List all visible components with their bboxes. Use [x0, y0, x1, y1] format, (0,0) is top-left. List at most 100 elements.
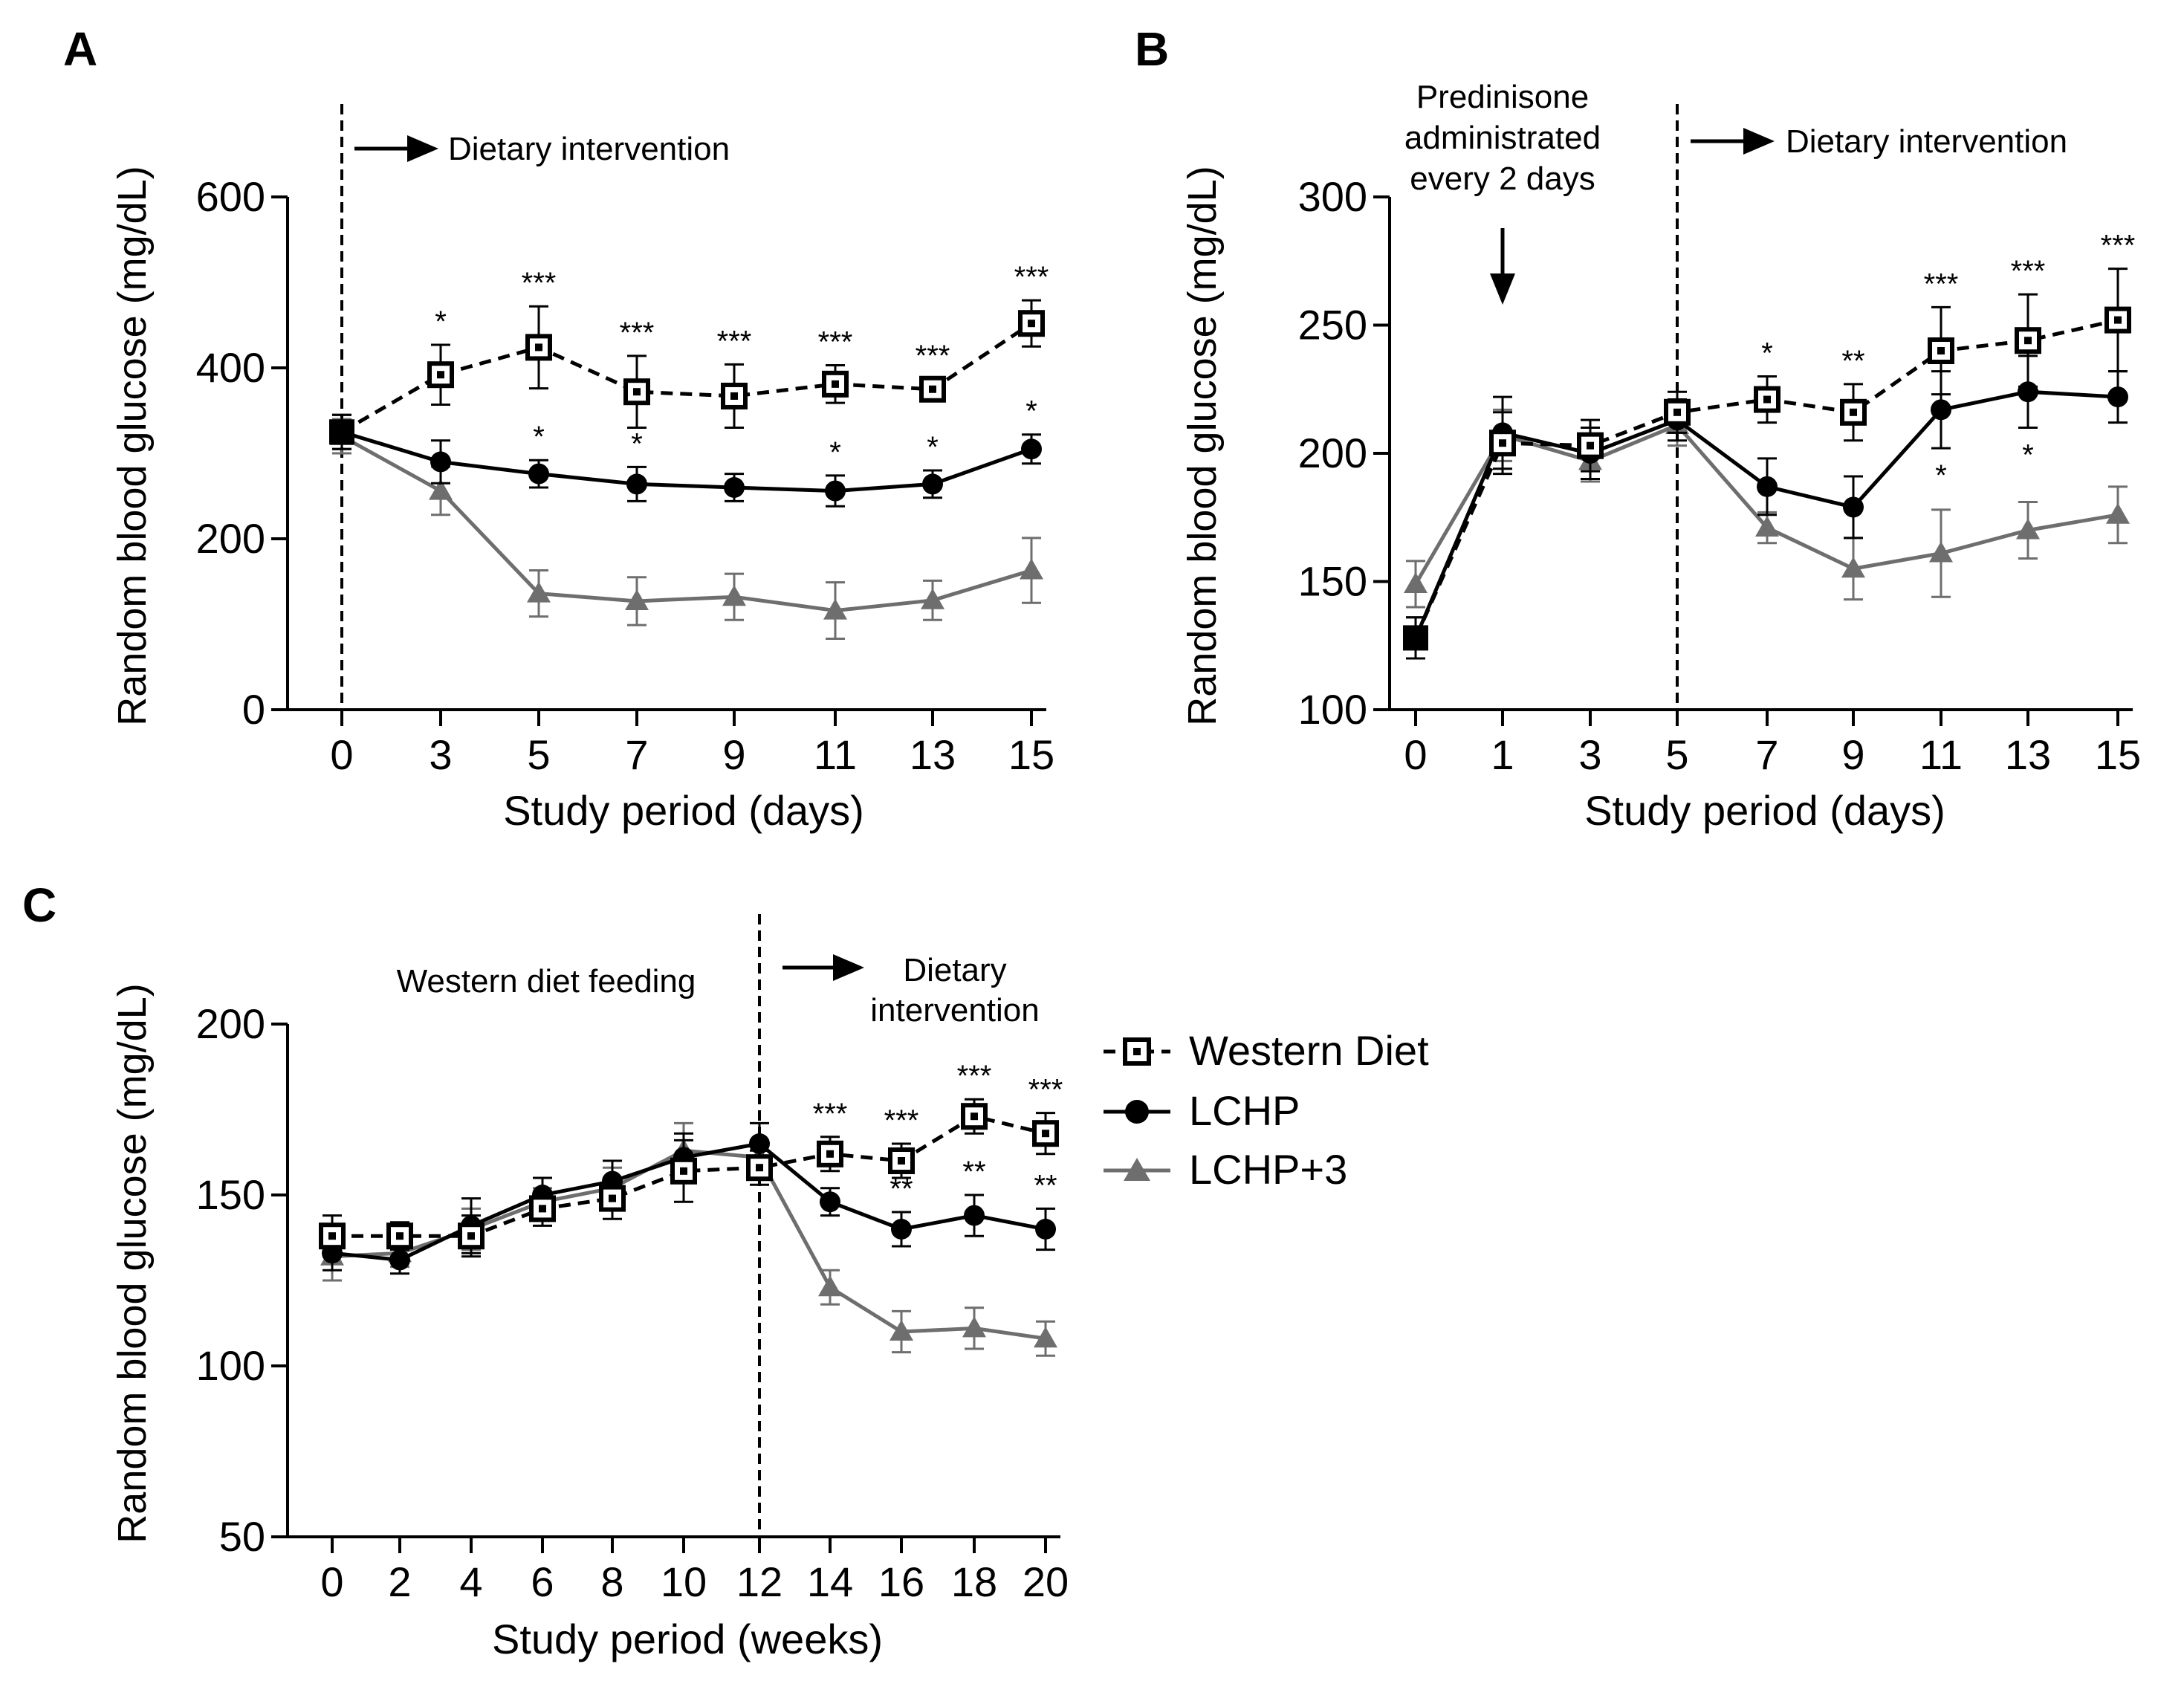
- marker-square: [2104, 306, 2131, 334]
- marker-triangle: [1034, 1327, 1057, 1348]
- marker-triangle: [722, 585, 746, 606]
- x-tick-label: 5: [527, 731, 550, 778]
- marker-square-center: [1673, 408, 1681, 416]
- y-tick-label: 100: [1298, 686, 1367, 733]
- legend-entry-lchp3: LCHP+3: [1104, 1146, 1347, 1193]
- marker-circle: [2107, 386, 2128, 408]
- marker-square: [1577, 432, 1604, 459]
- panel-c-plot: 50 100 150 200 0 2 4 6 8 10 12 14 16 18 20 Dietary inter…: [196, 914, 1069, 1605]
- x-tick-label: 2: [388, 1558, 411, 1605]
- panel-c: C Random blood glucose (mg/dL) Study per…: [22, 878, 1069, 1662]
- marker-triangle: [1020, 558, 1043, 580]
- x-tick-label: 7: [1755, 731, 1778, 778]
- x-tick-label: 5: [1665, 731, 1688, 778]
- marker-circle: [1931, 399, 1951, 421]
- x-tick-label: 9: [722, 731, 745, 778]
- legend-entry-lchp: LCHP: [1104, 1087, 1300, 1134]
- panel-b-letter: B: [1135, 22, 1169, 76]
- marker-triangle: [962, 1316, 986, 1338]
- significance-stars: ***: [522, 267, 557, 299]
- intervention-label: Dietary intervention: [448, 131, 730, 167]
- marker-triangle: [1929, 541, 1953, 563]
- marker-square-center: [437, 371, 444, 379]
- series-wd: ******* *** *** ******: [329, 261, 1049, 450]
- marker-square: [623, 378, 650, 406]
- x-tick-label: 14: [807, 1558, 853, 1605]
- x-tick-label: 11: [814, 731, 857, 778]
- significance-stars: **: [1841, 345, 1864, 378]
- marker-square-center: [1850, 408, 1857, 416]
- significance-stars: *: [631, 427, 643, 460]
- marker-circle: [626, 473, 647, 495]
- marker-circle: [724, 477, 745, 498]
- series-line: [341, 430, 1032, 493]
- marker-square: [329, 419, 354, 445]
- x-tick-label: 11: [1919, 731, 1963, 778]
- significance-stars: *: [435, 305, 447, 338]
- series-line: [332, 1114, 1046, 1238]
- x-tick-label: 12: [736, 1558, 782, 1605]
- marker-circle: [528, 463, 549, 485]
- significance-stars: ***: [1028, 1074, 1063, 1107]
- prednisone-label-line: administrated: [1404, 120, 1601, 156]
- marker-square-center: [832, 380, 839, 388]
- significance-stars: ***: [1924, 268, 1959, 300]
- prednisone-label-line: every 2 days: [1410, 161, 1595, 197]
- panel-b-ylabel: Random blood glucose (mg/dL): [1180, 166, 1225, 725]
- marker-square-center: [2114, 316, 2122, 324]
- marker-square: [1018, 310, 1045, 337]
- marker-triangle: [429, 479, 453, 500]
- marker-square-center: [1042, 1130, 1049, 1138]
- marker-square: [1664, 398, 1691, 426]
- marker-circle: [1843, 496, 1864, 518]
- significance-stars: *: [1025, 395, 1037, 428]
- legend-label-western-diet: Western Diet: [1189, 1027, 1429, 1074]
- significance-stars: ***: [916, 340, 950, 372]
- significance-stars: ***: [813, 1098, 848, 1130]
- prednisone-label-line: Predinisone: [1416, 79, 1589, 115]
- legend-label-lchp3: LCHP+3: [1189, 1146, 1347, 1193]
- marker-square-center: [730, 392, 738, 400]
- marker-square-center: [756, 1164, 763, 1172]
- panel-c-xlabel: Study period (weeks): [492, 1616, 883, 1662]
- x-tick-label: 8: [600, 1558, 623, 1605]
- marker-square: [1754, 386, 1780, 413]
- marker-triangle: [2016, 518, 2040, 540]
- marker-square-center: [1499, 439, 1506, 447]
- marker-square-center: [609, 1194, 616, 1202]
- intervention-arrow-head: [1743, 128, 1775, 155]
- marker-square: [386, 1222, 413, 1250]
- marker-triangle: [2106, 502, 2130, 524]
- y-tick-label: 200: [1298, 430, 1367, 476]
- series-lchp3: [1404, 403, 2130, 609]
- marker-circle: [820, 1191, 840, 1213]
- x-tick-label: 6: [531, 1558, 554, 1605]
- panel-c-letter: C: [22, 878, 56, 932]
- y-tick-label: 150: [1298, 558, 1367, 605]
- x-tick-label: 7: [625, 731, 648, 778]
- y-tick-label: 400: [196, 344, 265, 391]
- marker-square-center: [467, 1232, 475, 1240]
- legend-entry-western-diet: Western Diet: [1104, 1027, 1429, 1074]
- y-tick-label: 100: [196, 1342, 265, 1389]
- significance-stars: **: [1034, 1169, 1057, 1202]
- y-tick-label: 600: [196, 173, 265, 220]
- prednisone-arrow-head: [1490, 273, 1515, 305]
- x-tick-label: 0: [320, 1558, 343, 1605]
- y-tick-label: 0: [242, 686, 265, 733]
- panel-b-xlabel: Study period (days): [1584, 787, 1945, 834]
- panel-a-plot: 0 200 400 600 0 3 5 7 9 11 13 15 Dietary interventio…: [196, 104, 1054, 778]
- marker-square-center: [328, 1232, 336, 1240]
- significance-stars: **: [962, 1156, 985, 1188]
- series-line: [340, 322, 1033, 434]
- panel-a-ylabel: Random blood glucose (mg/dL): [110, 166, 155, 725]
- y-tick-label: 150: [196, 1171, 265, 1218]
- marker-triangle: [921, 588, 944, 609]
- panel-a-letter: A: [63, 22, 97, 76]
- significance-stars: *: [533, 421, 545, 453]
- marker-triangle: [818, 1275, 842, 1297]
- series-wd: *** *** *** ***: [319, 1060, 1063, 1258]
- panel-b: B Random blood glucose (mg/dL) Study per…: [1135, 22, 2141, 834]
- marker-triangle: [890, 1320, 913, 1341]
